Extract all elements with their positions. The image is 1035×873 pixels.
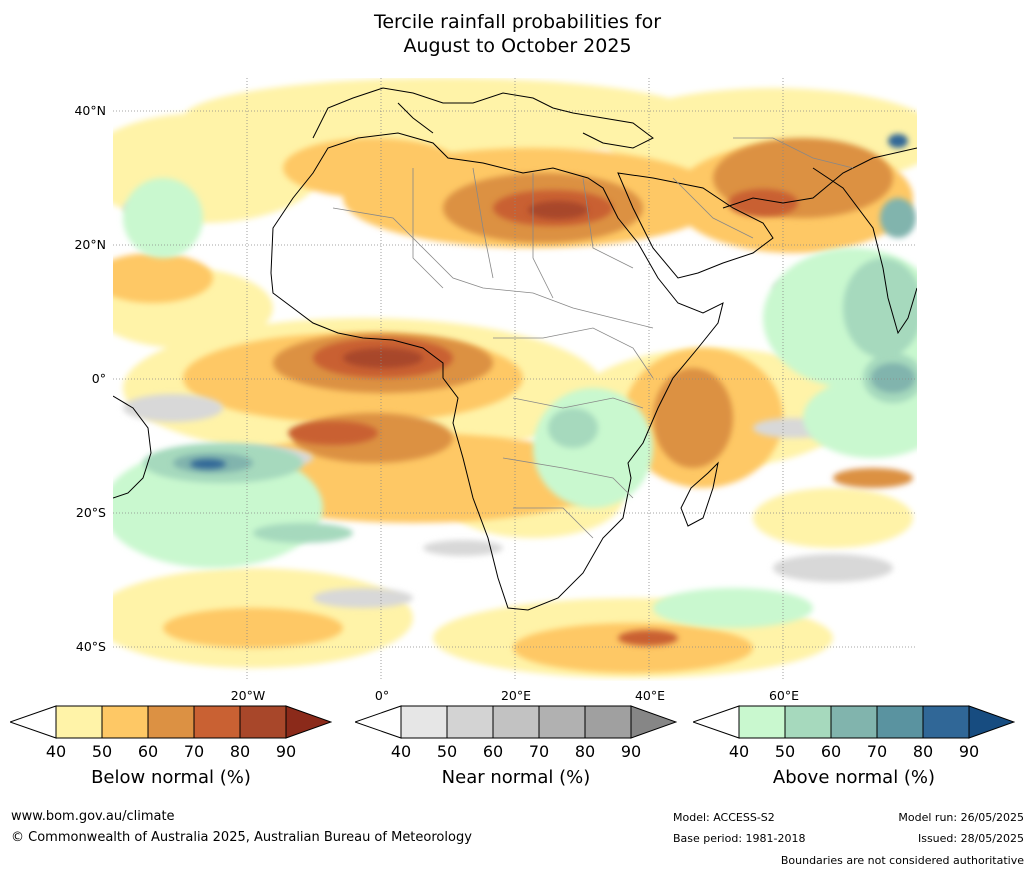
colorbar-above-swatch-80 — [922, 705, 970, 739]
colorbar-above-tick-90: 90 — [958, 742, 980, 761]
colorbar-above-swatch-60 — [830, 705, 878, 739]
colorbar-below-normal — [10, 705, 332, 739]
graticule — [113, 78, 917, 681]
footer-url[interactable]: www.bom.gov.au/climate — [11, 809, 175, 824]
colorbar-above-swatch-50 — [784, 705, 832, 739]
probability-map — [113, 78, 917, 681]
colorbar-near-normal — [355, 705, 677, 739]
footer-copyright: © Commonwealth of Australia 2025, Austra… — [11, 830, 472, 845]
colorbar-above-tick-40: 40 — [728, 742, 750, 761]
colorbar-near-tick-50: 50 — [436, 742, 458, 761]
colorbar-above-arrow-high — [968, 705, 1015, 739]
colorbar-below-tick-40: 40 — [45, 742, 67, 761]
lat-label-equator: 0° — [91, 371, 106, 386]
colorbar-near-swatch-80 — [584, 705, 632, 739]
colorbar-below-swatch-70 — [193, 705, 241, 739]
colorbar-near-swatch-60 — [492, 705, 540, 739]
colorbar-below-arrow-low — [10, 705, 57, 739]
footer-model: Model: ACCESS-S2 — [673, 811, 775, 824]
colorbar-below-title: Below normal (%) — [91, 767, 251, 788]
colorbar-near-arrow-high — [630, 705, 677, 739]
lon-label-40e: 40°E — [634, 688, 666, 703]
lat-label-40n: 40°N — [74, 103, 106, 118]
colorbar-above-arrow-low — [693, 705, 740, 739]
colorbar-above-title: Above normal (%) — [772, 767, 936, 788]
lat-label-20s: 20°S — [75, 505, 106, 520]
map-title-line2: August to October 2025 — [403, 35, 632, 57]
colorbar-below-tick-60: 60 — [137, 742, 159, 761]
lon-label-20w: 20°W — [230, 688, 266, 703]
colorbar-above-normal — [693, 705, 1015, 739]
lon-label-60e: 60°E — [768, 688, 800, 703]
colorbar-below-swatch-40 — [55, 705, 103, 739]
country-borders — [332, 137, 854, 539]
colorbar-above-swatch-70 — [876, 705, 924, 739]
probability-fields — [113, 78, 917, 678]
colorbar-near-arrow-low — [355, 705, 402, 739]
colorbar-below-tick-50: 50 — [91, 742, 113, 761]
colorbar-above-tick-80: 80 — [912, 742, 934, 761]
colorbar-below-swatch-50 — [101, 705, 149, 739]
coastlines — [113, 87, 917, 611]
footer-disclaimer: Boundaries are not considered authoritat… — [780, 854, 1024, 867]
footer-base-period: Base period: 1981-2018 — [673, 832, 806, 845]
colorbar-above-tick-60: 60 — [820, 742, 842, 761]
colorbar-below-tick-70: 70 — [183, 742, 205, 761]
colorbar-below-swatch-60 — [147, 705, 195, 739]
colorbar-near-title: Near normal (%) — [441, 767, 591, 788]
lat-label-40s: 40°S — [75, 639, 106, 654]
map-title-line1: Tercile rainfall probabilities for — [373, 11, 662, 33]
colorbar-below-swatch-80 — [239, 705, 287, 739]
colorbar-above-tick-50: 50 — [774, 742, 796, 761]
colorbar-near-tick-70: 70 — [528, 742, 550, 761]
colorbar-near-swatch-40 — [400, 705, 448, 739]
colorbar-near-tick-90: 90 — [620, 742, 642, 761]
colorbar-near-swatch-50 — [446, 705, 494, 739]
colorbar-near-tick-60: 60 — [482, 742, 504, 761]
colorbar-near-tick-40: 40 — [390, 742, 412, 761]
colorbar-below-arrow-high — [285, 705, 332, 739]
lon-label-0: 0° — [374, 688, 390, 703]
colorbar-near-swatch-70 — [538, 705, 586, 739]
colorbar-near-tick-80: 80 — [574, 742, 596, 761]
colorbar-below-tick-90: 90 — [275, 742, 297, 761]
colorbar-above-swatch-40 — [738, 705, 786, 739]
footer-issued: Issued: 28/05/2025 — [917, 832, 1024, 845]
colorbar-above-tick-70: 70 — [866, 742, 888, 761]
footer-model-run: Model run: 26/05/2025 — [898, 811, 1024, 824]
lat-label-20n: 20°N — [74, 237, 106, 252]
lon-label-20e: 20°E — [500, 688, 532, 703]
colorbar-below-tick-80: 80 — [229, 742, 251, 761]
